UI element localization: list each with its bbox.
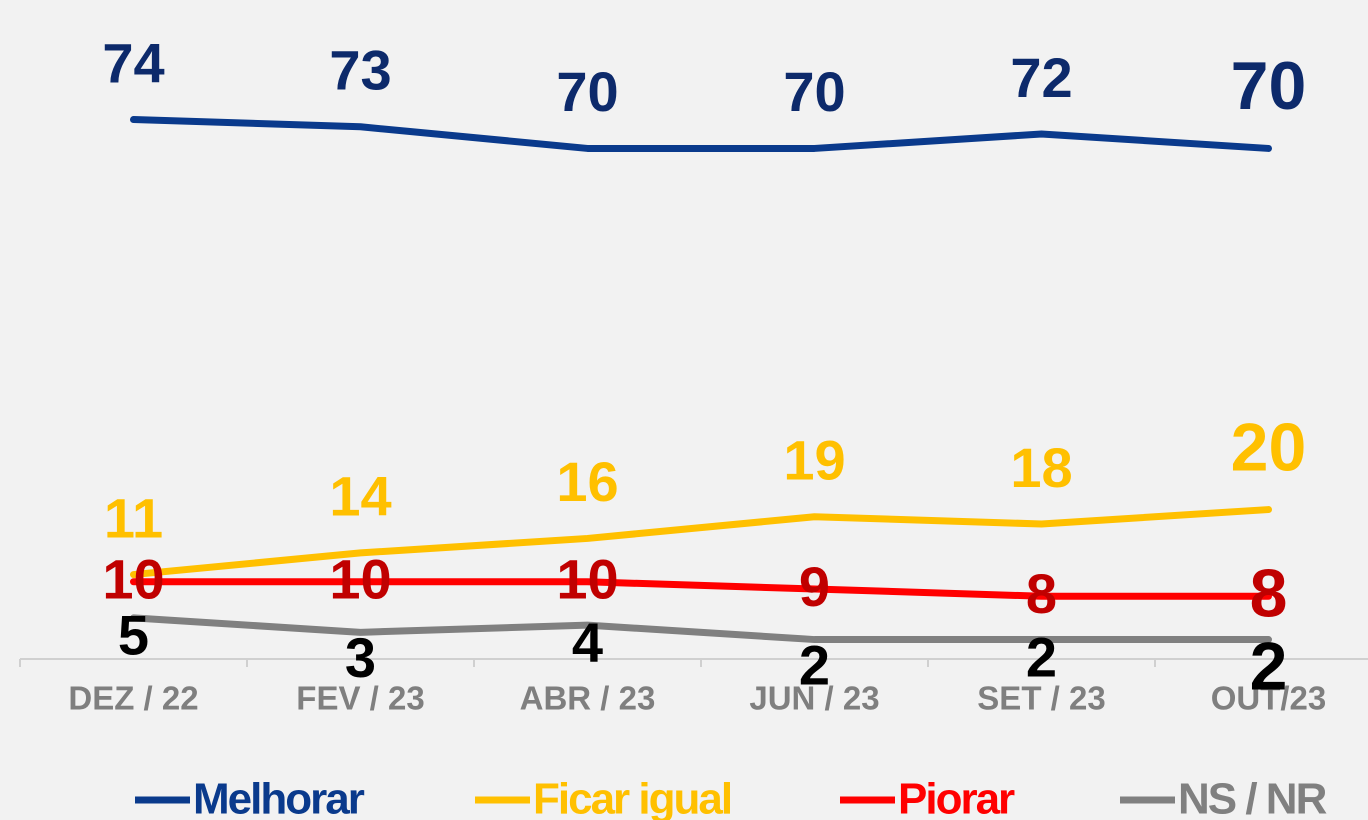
x-tick-label: ABR / 23 <box>520 680 656 717</box>
series-line <box>130 116 1272 152</box>
x-tick-label: SET / 23 <box>977 680 1105 717</box>
data-label: 10 <box>329 548 391 611</box>
legend-label: Melhorar <box>193 775 365 820</box>
data-label: 8 <box>1026 562 1057 625</box>
x-tick-label: DEZ / 22 <box>68 680 198 717</box>
data-label: 3 <box>345 626 376 689</box>
data-label: 18 <box>1010 436 1072 499</box>
x-tick-label: OUT/23 <box>1211 680 1327 717</box>
series-line <box>130 506 1272 579</box>
data-label: 2 <box>1250 629 1288 705</box>
series-line <box>130 578 1272 600</box>
data-label: 4 <box>572 611 603 674</box>
legend-label: Piorar <box>898 775 1015 820</box>
data-label: 10 <box>102 548 164 611</box>
x-tick-label: JUN / 23 <box>749 680 879 717</box>
data-label: 70 <box>1231 48 1307 124</box>
data-label: 20 <box>1231 409 1307 485</box>
data-label: 70 <box>556 60 618 123</box>
data-label: 2 <box>1026 625 1057 688</box>
data-label: 9 <box>799 555 830 618</box>
data-label: 70 <box>783 60 845 123</box>
data-label: 8 <box>1250 555 1288 631</box>
data-label: 74 <box>102 31 164 94</box>
data-label: 10 <box>556 548 618 611</box>
data-label: 73 <box>329 39 391 102</box>
legend-label: Ficar igual <box>533 775 731 820</box>
legend-label: NS / NR <box>1178 775 1327 820</box>
data-label: 11 <box>104 486 163 549</box>
data-label: 16 <box>556 450 618 513</box>
x-tick-label: FEV / 23 <box>296 680 424 717</box>
data-label: 72 <box>1010 46 1072 109</box>
series-line <box>130 614 1272 644</box>
data-label: 5 <box>118 604 149 667</box>
data-label: 2 <box>799 633 830 696</box>
data-label: 19 <box>783 429 845 492</box>
data-label: 14 <box>329 465 391 528</box>
